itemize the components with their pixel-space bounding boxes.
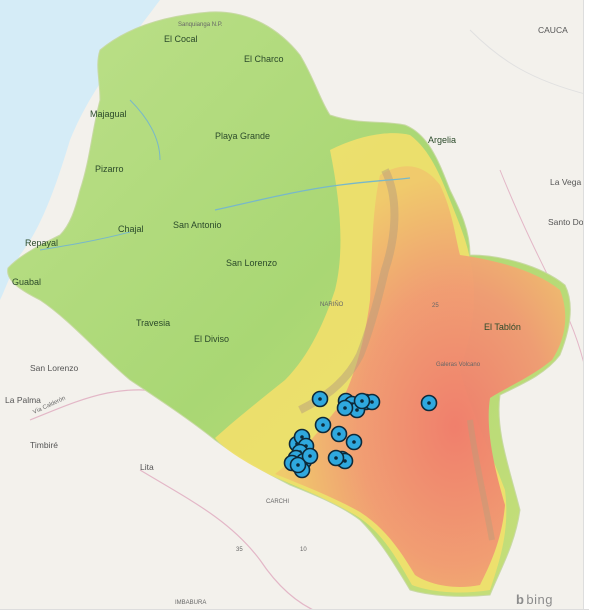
location-marker-dot (318, 397, 322, 401)
map-label: San Lorenzo (30, 363, 78, 373)
map-label: El Diviso (194, 334, 229, 344)
map-label: La Palma (5, 395, 41, 405)
map-label: La Vega (550, 177, 581, 187)
location-marker-dot (355, 408, 359, 412)
map-label: San Antonio (173, 220, 222, 230)
map-edge (0, 609, 589, 613)
ocean (0, 0, 160, 300)
map-label: Timbiré (30, 440, 58, 450)
location-marker-dot (337, 432, 341, 436)
map-label: Playa Grande (215, 131, 270, 141)
marker-layer (283, 390, 438, 479)
location-marker-dot (334, 456, 338, 460)
map-label: Pizarro (95, 164, 124, 174)
map-label: CAUCA (538, 25, 568, 35)
location-marker-dot (296, 463, 300, 467)
map-label: 10 (300, 547, 307, 553)
elevation-high (275, 166, 566, 587)
road-line (469, 29, 589, 96)
map-label: Travesia (136, 318, 170, 328)
map-label: CARCHI (266, 499, 289, 505)
location-marker-dot (321, 423, 325, 427)
location-marker-dot (343, 459, 347, 463)
location-marker-dot (352, 440, 356, 444)
river (129, 99, 161, 161)
location-marker-dot (360, 399, 364, 403)
map-label: Lita (140, 462, 154, 472)
river (39, 231, 131, 251)
river (214, 177, 411, 211)
map-label: NARIÑO (320, 301, 344, 308)
ridge (298, 168, 399, 414)
map-label: Repayal (25, 238, 58, 248)
map-label: El Cocal (164, 34, 198, 44)
map-label: IMBABURA (175, 600, 206, 606)
ridge (467, 419, 495, 541)
map-edge (583, 0, 589, 613)
bing-logo: b bing (515, 592, 553, 607)
location-marker-dot (308, 454, 312, 458)
location-marker-dot (300, 435, 304, 439)
location-marker-dot (343, 406, 347, 410)
map-label: Guabal (12, 277, 41, 287)
map-label: Sanquianga N.P. (178, 22, 223, 28)
map-label: Galeras Volcano (436, 362, 481, 368)
map-label: El Charco (244, 54, 284, 64)
road-line (139, 469, 321, 613)
map-label: Argelia (428, 135, 456, 145)
map-label: 25 (432, 303, 439, 309)
map-label: Chajal (118, 224, 144, 234)
map-label: Santo Dom (548, 217, 589, 227)
map-label: 35 (236, 547, 243, 553)
map-label: San Lorenzo (226, 258, 277, 268)
location-marker-dot (427, 401, 431, 405)
location-marker-dot (370, 400, 374, 404)
map-label: Majagual (90, 109, 127, 119)
map-label: El Tablón (484, 322, 521, 332)
